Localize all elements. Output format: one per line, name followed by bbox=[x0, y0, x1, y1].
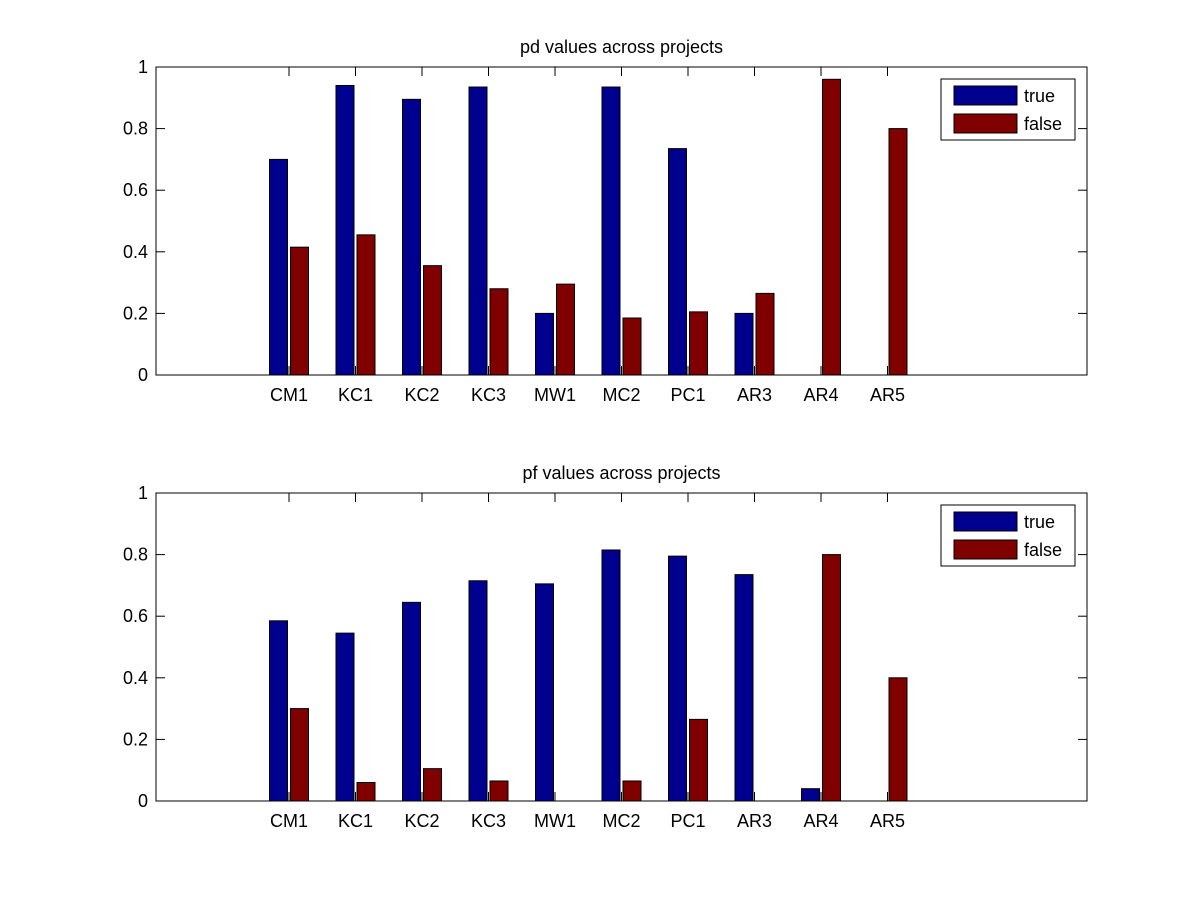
y-tick-label: 0 bbox=[138, 365, 148, 385]
bar-true-mc2 bbox=[601, 549, 621, 802]
bar-false-ar4 bbox=[822, 554, 841, 802]
bar-false-pc1 bbox=[689, 311, 708, 376]
bar-false-cm1 bbox=[290, 246, 309, 376]
bar-false-ar5 bbox=[888, 128, 908, 376]
bar-true-kc2 bbox=[402, 98, 421, 376]
x-tick-label: MC2 bbox=[602, 811, 640, 831]
y-tick-label: 1 bbox=[138, 57, 148, 77]
y-tick-label: 0.4 bbox=[123, 242, 148, 262]
chart-title: pd values across projects bbox=[520, 37, 723, 57]
y-tick-label: 0.6 bbox=[123, 606, 148, 626]
y-tick-label: 0.8 bbox=[123, 545, 148, 565]
bar-true-kc1 bbox=[335, 632, 355, 802]
bar-false-kc2 bbox=[423, 768, 442, 802]
legend-swatch-true bbox=[953, 85, 1018, 106]
bar-true-mw1 bbox=[535, 583, 554, 802]
bar-true-kc3 bbox=[468, 86, 488, 376]
x-tick-label: KC1 bbox=[338, 385, 373, 405]
y-tick-label: 0.8 bbox=[123, 119, 148, 139]
y-tick-label: 0.2 bbox=[123, 729, 148, 749]
x-tick-label: MW1 bbox=[534, 385, 576, 405]
axes-box bbox=[155, 492, 1088, 802]
x-tick-label: KC3 bbox=[471, 811, 506, 831]
x-tick-label: AR4 bbox=[803, 811, 838, 831]
bar-false-kc2 bbox=[423, 265, 442, 376]
legend: true false bbox=[940, 78, 1076, 141]
legend-swatch-true bbox=[953, 511, 1018, 532]
bar-true-mw1 bbox=[535, 312, 554, 376]
x-tick-label: MC2 bbox=[602, 385, 640, 405]
bar-false-kc1 bbox=[356, 234, 376, 376]
bar-false-mw1 bbox=[556, 283, 575, 376]
x-tick-label: KC3 bbox=[471, 385, 506, 405]
y-tick-label: 0.6 bbox=[123, 180, 148, 200]
x-tick-label: AR3 bbox=[737, 385, 772, 405]
bar-true-ar4 bbox=[801, 788, 820, 802]
y-tick-label: 0 bbox=[138, 791, 148, 811]
bar-true-mc2 bbox=[601, 86, 621, 376]
legend-label-false: false bbox=[1024, 114, 1062, 134]
bar-true-cm1 bbox=[269, 158, 288, 376]
x-tick-label: PC1 bbox=[670, 811, 705, 831]
bar-true-pc1 bbox=[668, 148, 687, 376]
bar-true-pc1 bbox=[668, 555, 687, 802]
x-tick-label: KC2 bbox=[404, 811, 439, 831]
bar-true-cm1 bbox=[269, 620, 288, 802]
x-tick-label: KC2 bbox=[404, 385, 439, 405]
axes-box bbox=[155, 66, 1088, 376]
pf-chart: pf values across projects 0 0.2 0.4 0.6 0.8 1 C… bbox=[123, 463, 1088, 831]
legend: true false bbox=[940, 504, 1076, 567]
bar-false-mc2 bbox=[622, 780, 642, 802]
bar-false-ar4 bbox=[822, 78, 841, 376]
bar-false-kc3 bbox=[489, 288, 509, 376]
x-tick-label: PC1 bbox=[670, 385, 705, 405]
legend-label-true: true bbox=[1024, 512, 1055, 532]
bar-false-mc2 bbox=[622, 317, 642, 376]
bar-false-kc3 bbox=[489, 780, 509, 802]
bar-false-pc1 bbox=[689, 718, 708, 802]
bar-true-kc3 bbox=[468, 580, 488, 802]
legend-label-false: false bbox=[1024, 540, 1062, 560]
x-tick-label: AR5 bbox=[870, 811, 905, 831]
x-tick-label: CM1 bbox=[270, 811, 308, 831]
x-tick-label: AR3 bbox=[737, 811, 772, 831]
x-tick-label: CM1 bbox=[270, 385, 308, 405]
bar-true-kc2 bbox=[402, 601, 421, 802]
legend-swatch-false bbox=[953, 113, 1018, 134]
x-tick-label: KC1 bbox=[338, 811, 373, 831]
bar-false-kc1 bbox=[356, 782, 376, 802]
x-tick-label: AR5 bbox=[870, 385, 905, 405]
legend-label-true: true bbox=[1024, 86, 1055, 106]
legend-swatch-false bbox=[953, 539, 1018, 560]
bar-false-cm1 bbox=[290, 708, 309, 802]
y-tick-label: 0.4 bbox=[123, 668, 148, 688]
x-tick-label: MW1 bbox=[534, 811, 576, 831]
bar-true-ar3 bbox=[734, 574, 754, 802]
bar-true-kc1 bbox=[335, 84, 355, 376]
pd-chart: pd values across projects 0 0.2 0.4 0.6 0.8 1 C… bbox=[123, 37, 1088, 405]
bar-true-ar3 bbox=[734, 312, 754, 376]
bar-false-ar5 bbox=[888, 677, 908, 802]
chart-title: pf values across projects bbox=[522, 463, 720, 483]
bar-false-ar3 bbox=[755, 292, 775, 376]
x-tick-label: AR4 bbox=[803, 385, 838, 405]
y-tick-label: 0.2 bbox=[123, 303, 148, 323]
y-tick-label: 1 bbox=[138, 483, 148, 503]
